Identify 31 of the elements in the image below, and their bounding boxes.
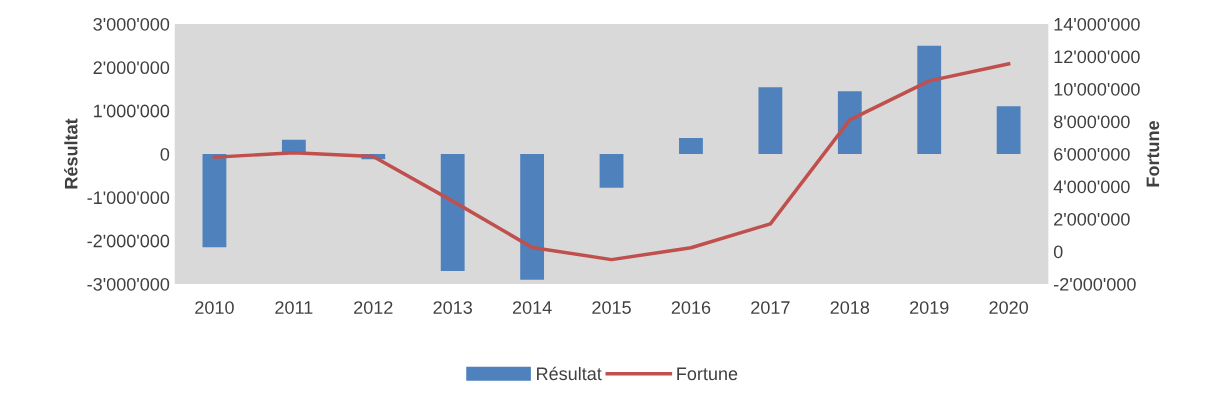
x-tick-label: 2018 (830, 301, 870, 314)
y2-tick-label: 4'000'000 (1053, 180, 1130, 194)
y2-tick-label: 12'000'000 (1054, 50, 1140, 64)
y-tick-label: -2'000'000 (87, 234, 170, 248)
y-tick-label: 0 (160, 147, 170, 161)
y2-tick-label: 10'000'000 (1054, 82, 1140, 96)
legend-label: Fortune (677, 367, 738, 381)
y2-tick-label: 2'000'000 (1054, 212, 1130, 226)
y2-tick-label: -2'000'000 (1054, 277, 1136, 291)
x-tick-label: 2019 (910, 301, 949, 314)
y2-tick-label: 8'000'000 (1054, 115, 1130, 129)
x-tick-label: 2011 (275, 301, 313, 314)
y2-tick-label: 14'000'000 (1054, 17, 1140, 31)
y-tick-label: -3'000'000 (87, 277, 170, 291)
y-tick-label: 1'000'000 (94, 104, 170, 118)
x-tick-label: 2015 (592, 301, 631, 314)
y2-tick-label: 6'000'000 (1054, 147, 1130, 161)
x-tick-label: 2020 (989, 301, 1029, 314)
x-tick-label: 2014 (512, 301, 552, 314)
x-tick-label: 2010 (195, 301, 234, 314)
x-tick-label: 2013 (433, 301, 472, 314)
y-tick-label: 3'000'000 (93, 17, 170, 31)
y-tick-label: 2'000'000 (93, 61, 170, 75)
y-tick-label: -1'000'000 (87, 191, 170, 205)
x-tick-label: 2012 (354, 301, 393, 314)
x-tick-label: 2016 (671, 301, 711, 314)
y2-axis-title: Fortune (1146, 121, 1160, 187)
y-axis-title: Résultat (64, 118, 78, 189)
legend-label: Résultat (537, 366, 602, 381)
y2-tick-label: 0 (1053, 245, 1063, 259)
x-tick-label: 2017 (751, 301, 790, 314)
